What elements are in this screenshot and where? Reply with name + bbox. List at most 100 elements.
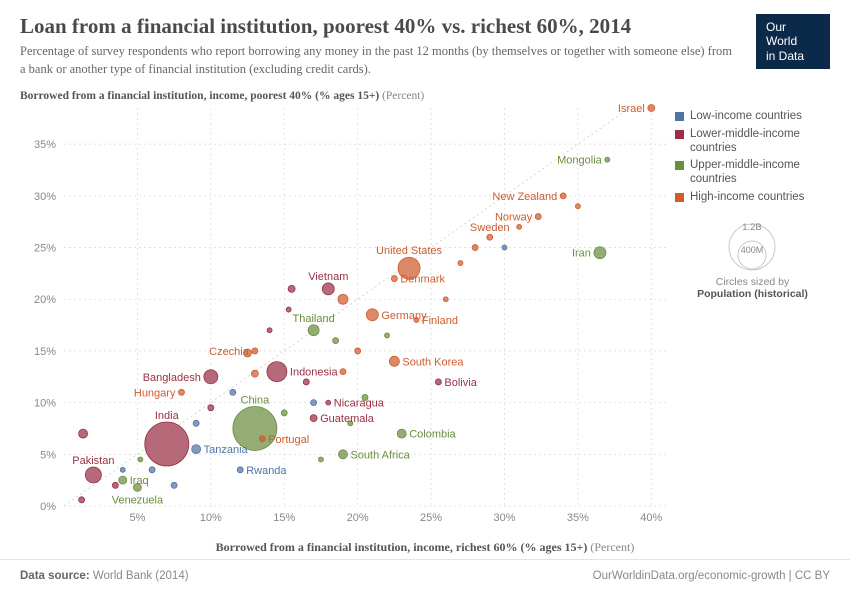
legend-label: Low-income countries	[690, 110, 802, 124]
data-point[interactable]	[252, 348, 258, 354]
data-point[interactable]	[85, 467, 101, 483]
data-point[interactable]	[338, 450, 347, 459]
size-caption-2: Population (historical)	[675, 288, 830, 300]
svg-text:10%: 10%	[34, 398, 56, 410]
data-point[interactable]	[389, 356, 399, 366]
data-point[interactable]	[267, 362, 287, 382]
data-point-label: Germany	[381, 310, 427, 322]
legend-swatch	[675, 130, 684, 139]
svg-text:15%: 15%	[34, 346, 56, 358]
svg-text:0%: 0%	[40, 501, 56, 513]
data-point[interactable]	[251, 370, 258, 377]
data-point-label: Hungary	[134, 387, 176, 399]
data-point[interactable]	[259, 436, 265, 442]
data-point[interactable]	[487, 234, 493, 240]
data-point[interactable]	[208, 405, 214, 411]
data-point-label: Portugal	[268, 434, 309, 446]
data-point[interactable]	[267, 328, 272, 333]
data-point[interactable]	[648, 105, 655, 112]
footer-attribution[interactable]: OurWorldinData.org/economic-growth | CC …	[593, 570, 830, 582]
data-point[interactable]	[178, 389, 184, 395]
data-point[interactable]	[112, 482, 118, 488]
data-point[interactable]	[120, 467, 125, 472]
data-point[interactable]	[594, 247, 606, 259]
data-point[interactable]	[397, 429, 406, 438]
data-point[interactable]	[575, 204, 580, 209]
chart-title: Loan from a financial institution, poore…	[20, 14, 736, 39]
data-point[interactable]	[286, 307, 291, 312]
data-point[interactable]	[192, 445, 201, 454]
data-point[interactable]	[288, 285, 295, 292]
data-point[interactable]	[318, 457, 323, 462]
data-point-label: United States	[376, 245, 443, 257]
data-point[interactable]	[355, 348, 361, 354]
legend-label: High-income countries	[690, 191, 804, 205]
data-point[interactable]	[204, 370, 218, 384]
data-point[interactable]	[443, 297, 448, 302]
data-point-label: Mongolia	[557, 155, 603, 167]
data-point[interactable]	[308, 325, 319, 336]
data-point[interactable]	[517, 224, 522, 229]
data-point[interactable]	[535, 214, 541, 220]
data-point[interactable]	[340, 369, 346, 375]
data-point[interactable]	[119, 476, 127, 484]
data-point-label: South Africa	[350, 449, 410, 461]
data-point-label: China	[241, 394, 271, 406]
chart-subtitle: Percentage of survey respondents who rep…	[20, 43, 736, 78]
data-point[interactable]	[171, 482, 177, 488]
size-caption-1: Circles sized by	[675, 276, 830, 288]
data-point-label: Sweden	[470, 222, 510, 234]
data-point[interactable]	[193, 420, 199, 426]
data-point[interactable]	[281, 410, 287, 416]
data-point[interactable]	[149, 467, 155, 473]
data-point[interactable]	[145, 422, 189, 466]
data-point[interactable]	[458, 261, 463, 266]
data-point[interactable]	[138, 457, 143, 462]
logo-line2: in Data	[766, 49, 820, 63]
data-point-label: Thailand	[293, 313, 335, 325]
data-point[interactable]	[385, 333, 390, 338]
legend-item[interactable]: High-income countries	[675, 191, 830, 205]
data-point[interactable]	[303, 379, 309, 385]
source-value: World Bank (2014)	[93, 570, 189, 582]
data-point[interactable]	[435, 379, 441, 385]
data-point[interactable]	[311, 400, 317, 406]
data-point[interactable]	[338, 294, 348, 304]
svg-text:25%: 25%	[420, 512, 442, 524]
data-point[interactable]	[310, 415, 317, 422]
svg-text:5%: 5%	[129, 512, 145, 524]
data-point-label: New Zealand	[492, 191, 557, 203]
data-point-label: Venezuela	[112, 494, 164, 506]
data-point[interactable]	[322, 283, 334, 295]
y-axis-label-text: Borrowed from a financial institution, i…	[20, 90, 379, 102]
owid-logo[interactable]: Our World in Data	[756, 14, 830, 69]
data-point[interactable]	[79, 429, 88, 438]
y-axis-unit: (Percent)	[382, 90, 424, 102]
legend-item[interactable]: Low-income countries	[675, 110, 830, 124]
svg-text:10%: 10%	[200, 512, 222, 524]
data-point-label: Denmark	[400, 274, 445, 286]
data-point[interactable]	[326, 400, 331, 405]
svg-text:35%: 35%	[34, 139, 56, 151]
data-point[interactable]	[79, 497, 85, 503]
svg-text:40%: 40%	[640, 512, 662, 524]
data-point[interactable]	[237, 467, 243, 473]
data-point[interactable]	[333, 338, 339, 344]
logo-line1: Our World	[766, 20, 820, 49]
data-point[interactable]	[472, 245, 478, 251]
data-point[interactable]	[391, 276, 397, 282]
footer-source: Data source: World Bank (2014)	[20, 570, 189, 582]
data-point[interactable]	[605, 157, 610, 162]
data-point-label: Bangladesh	[143, 372, 201, 384]
data-point[interactable]	[366, 309, 378, 321]
legend-item[interactable]: Upper-middle-income countries	[675, 159, 830, 187]
legend-item[interactable]: Lower-middle-income countries	[675, 128, 830, 156]
svg-text:5%: 5%	[40, 449, 56, 461]
legend-label: Upper-middle-income countries	[690, 159, 830, 187]
svg-text:20%: 20%	[34, 294, 56, 306]
data-point[interactable]	[560, 193, 566, 199]
data-point[interactable]	[230, 389, 236, 395]
data-point-label: Rwanda	[246, 465, 287, 477]
data-point[interactable]	[502, 245, 507, 250]
legend-label: Lower-middle-income countries	[690, 128, 830, 156]
